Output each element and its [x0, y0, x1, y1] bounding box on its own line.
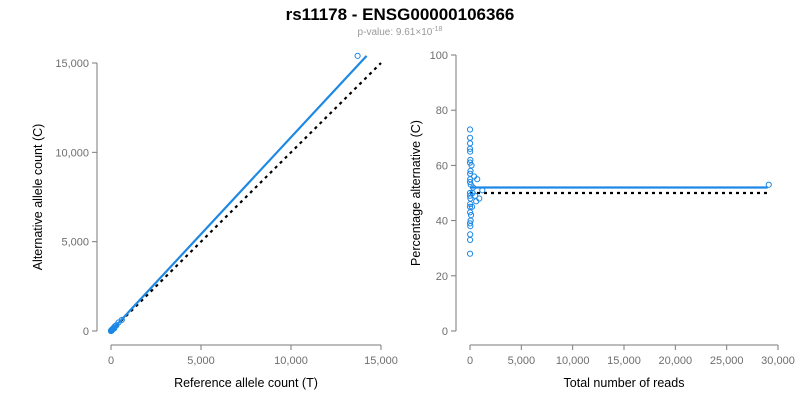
left-y-tick-label: 0 [83, 326, 89, 338]
right-data-point [467, 170, 474, 177]
right-data-point [466, 159, 474, 166]
right-data-point [467, 223, 474, 230]
right-data-point [467, 156, 474, 163]
right-data-point [466, 178, 474, 186]
left-data-point [107, 327, 115, 335]
figure-subtitle: p-value: 9.61×10-18 [358, 26, 443, 38]
right-data-point [466, 203, 474, 210]
left-y-tick-label: 10,000 [55, 147, 89, 159]
right-y-tick-label: 80 [436, 105, 448, 117]
right-data-point [479, 187, 486, 194]
right-x-axis-label: Total number of reads [564, 376, 685, 390]
right-data-point [466, 250, 474, 257]
right-y-tick-label: 0 [442, 326, 448, 338]
right-data-point [466, 134, 474, 141]
left-x-tick-label: 15,000 [364, 355, 398, 367]
left-fit-line [110, 55, 368, 332]
right-x-tick-label: 15,000 [607, 355, 641, 367]
left-data-point [354, 52, 361, 59]
right-y-tick-label: 20 [436, 271, 448, 283]
right-data-point [466, 236, 474, 244]
left-reference-line [110, 62, 382, 332]
right-data-point [466, 192, 474, 199]
p-value-text: p-value: 9.61×10 [358, 27, 433, 38]
right-data-point [466, 189, 474, 197]
left-x-tick-label: 5,000 [187, 355, 215, 367]
right-y-tick-label: 40 [436, 216, 448, 228]
right-data-point [467, 148, 474, 155]
p-value-exponent: -18 [432, 26, 442, 33]
left-y-tick-label: 5,000 [61, 237, 89, 249]
left-x-tick-label: 10,000 [274, 355, 308, 367]
right-data-point [467, 200, 474, 208]
right-data-point [765, 181, 772, 188]
right-data-point [467, 231, 474, 238]
left-y-tick-label: 15,000 [55, 58, 89, 70]
right-y-tick-label: 100 [430, 50, 448, 62]
right-y-axis-label: Percentage alternative (C) [409, 120, 423, 266]
left-x-tick-label: 0 [108, 355, 114, 367]
right-data-point [466, 140, 474, 147]
right-data-point [467, 167, 474, 175]
left-y-axis-label: Alternative allele count (C) [31, 124, 45, 271]
right-x-tick-label: 25,000 [710, 355, 744, 367]
right-x-tick-label: 0 [467, 355, 473, 367]
right-data-point [466, 145, 474, 152]
right-data-point [466, 220, 474, 227]
right-x-tick-label: 10,000 [556, 355, 590, 367]
figure-title: rs11178 - ENSG00000106366 [286, 5, 515, 24]
right-y-tick-label: 60 [436, 160, 448, 172]
right-x-tick-label: 5,000 [508, 355, 536, 367]
right-x-tick-label: 20,000 [659, 355, 693, 367]
percentage-alternative-chart: 0 20 40 60 80 100 0 5,000 10,000 15,000 20,000 25,0… [409, 50, 795, 390]
allele-count-chart: 0 5,000 10,000 15,000 0 5,000 10,000 15,000 Refe… [31, 52, 398, 390]
left-x-axis-label: Reference allele count (T) [174, 376, 318, 390]
right-x-tick-label: 30,000 [761, 355, 795, 367]
right-data-point [466, 126, 474, 133]
